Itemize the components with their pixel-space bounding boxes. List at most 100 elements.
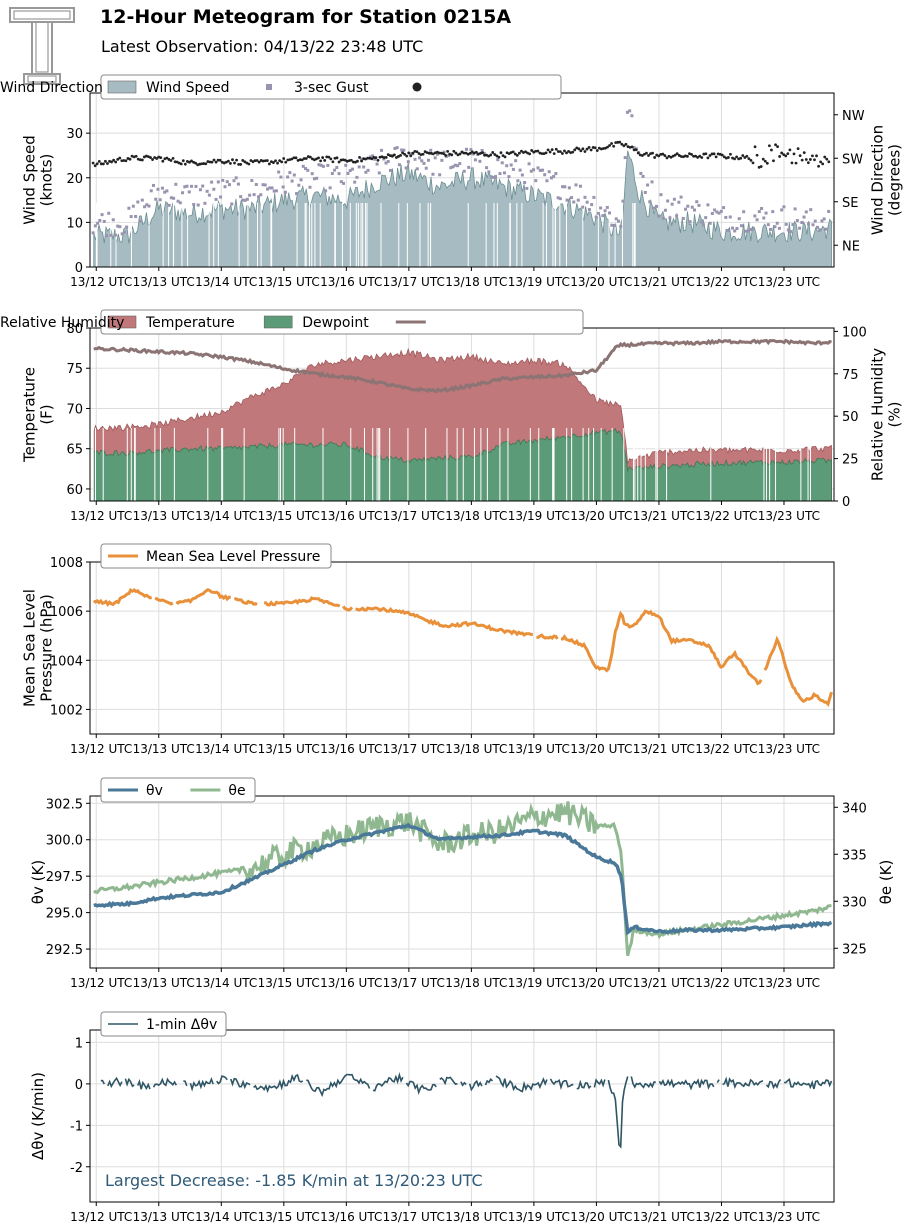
pressure-line <box>342 605 354 612</box>
y2-tick-label: 325 <box>842 942 867 957</box>
wind-direction-point <box>507 152 511 155</box>
gust-point <box>641 174 645 178</box>
y-tick-label: 65 <box>66 443 83 458</box>
legend: 1-min Δθv <box>100 1011 227 1037</box>
gust-point <box>223 185 227 189</box>
x-tick-label: 13/14 UTC <box>195 976 257 990</box>
dtheta-line <box>439 1076 458 1086</box>
wind-direction-point <box>278 159 282 163</box>
wind-direction-point <box>657 154 661 158</box>
y-tick-label: 1008 <box>50 556 83 571</box>
gust-point <box>272 189 276 193</box>
gust-point <box>131 204 135 208</box>
y-tick-label: 1004 <box>50 654 83 669</box>
wind-direction-point <box>747 157 751 161</box>
university-logo-icon <box>9 7 75 85</box>
gust-point <box>98 218 102 222</box>
wind-direction-point <box>216 158 220 162</box>
wind-direction-point <box>517 151 521 155</box>
y2-tick-label: SE <box>842 196 858 211</box>
gust-point <box>540 168 544 172</box>
gust-point <box>625 110 629 114</box>
gust-point <box>534 179 538 183</box>
x-tick-label: 13/13 UTC <box>133 742 195 756</box>
gust-point <box>333 168 337 172</box>
gust-point <box>158 198 162 202</box>
y-axis-label: Wind Speed(knots) <box>21 135 56 225</box>
wind-direction-point <box>712 152 716 156</box>
gust-point <box>648 200 652 204</box>
gust-point <box>643 190 647 194</box>
x-tick-label: 13/20 UTC <box>570 976 632 990</box>
wind-direction-point <box>589 148 593 152</box>
x-tick-label: 13/13 UTC <box>133 509 195 523</box>
gust-point <box>250 179 254 183</box>
gust-point <box>489 175 493 179</box>
wind-direction-point <box>665 156 669 160</box>
gust-point <box>554 172 558 176</box>
gust-point <box>140 198 144 202</box>
wind-direction-point <box>284 160 288 164</box>
gust-point <box>784 222 788 226</box>
wind-direction-point <box>727 156 730 159</box>
wind-direction-point <box>167 158 171 161</box>
wind-direction-point <box>780 151 784 155</box>
gust-point <box>666 199 670 203</box>
gust-point <box>815 225 819 229</box>
legend-label: Wind Speed <box>146 80 230 96</box>
wind-direction-point <box>149 156 152 159</box>
gust-point <box>151 183 155 187</box>
gust-point <box>118 225 122 229</box>
y-tick-label: 0 <box>75 261 83 276</box>
gust-point <box>632 146 636 150</box>
pressure-line <box>92 587 152 607</box>
gust-point <box>536 166 540 170</box>
gust-point <box>751 227 755 231</box>
x-tick-label: 13/17 UTC <box>383 976 445 990</box>
wind-direction-point <box>651 151 654 155</box>
wind-direction-point <box>401 151 404 155</box>
wind-direction-point <box>540 152 544 156</box>
wind-direction-point <box>372 156 376 159</box>
gust-point <box>496 158 500 162</box>
gust-point <box>811 223 815 227</box>
gust-point <box>431 172 435 176</box>
wind-direction-point <box>267 162 271 166</box>
pressure-line <box>763 635 833 707</box>
gust-point <box>471 152 475 156</box>
wind-direction-point <box>179 162 183 166</box>
wind-direction-point <box>237 162 241 166</box>
gust-point <box>93 224 97 228</box>
gust-point <box>549 176 553 180</box>
gust-point <box>760 207 764 211</box>
gust-point <box>438 173 442 177</box>
gust-point <box>818 228 822 232</box>
wind-direction-point <box>183 162 187 166</box>
dtheta-line <box>183 1080 188 1087</box>
theta-e-line <box>93 801 832 957</box>
wind-direction-point <box>93 164 97 168</box>
gust-point <box>447 154 451 158</box>
wind-direction-point <box>735 155 739 159</box>
gust-point <box>688 220 692 224</box>
wind-direction-point <box>722 155 726 159</box>
wind-direction-point <box>487 154 491 158</box>
wind-direction-point <box>360 159 363 163</box>
gust-point <box>194 184 198 188</box>
gust-point <box>125 225 129 229</box>
dtheta-line <box>630 1076 656 1089</box>
gust-point <box>163 190 167 194</box>
wind-direction-point <box>536 149 540 153</box>
pressure-line <box>234 597 258 606</box>
wind-direction-point <box>159 156 163 160</box>
gust-point <box>478 159 482 163</box>
wind-direction-point <box>120 159 124 163</box>
wind-direction-point <box>122 159 126 162</box>
gust-point <box>728 215 732 219</box>
dtheta-line <box>784 1078 833 1090</box>
wind-direction-point <box>554 147 558 151</box>
gust-point <box>297 183 301 187</box>
gust-point <box>404 166 408 170</box>
wind-direction-point <box>556 150 560 153</box>
gust-point <box>366 168 370 172</box>
